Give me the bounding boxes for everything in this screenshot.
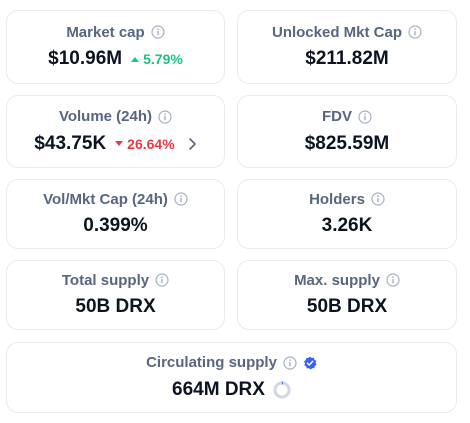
info-icon[interactable] — [386, 273, 400, 287]
vol-mkt-cap-card: Vol/Mkt Cap (24h) 0.399% — [6, 179, 225, 249]
market-cap-change: 5.79% — [130, 51, 183, 67]
info-icon[interactable] — [151, 25, 165, 39]
circulating-supply-card: Circulating supply 664M DRX — [6, 342, 457, 413]
fdv-card: FDV $825.59M — [237, 95, 457, 168]
max-supply-value: 50B DRX — [306, 296, 388, 317]
circulating-supply-label: Circulating supply — [146, 354, 277, 371]
holders-value: 3.26K — [321, 215, 373, 236]
market-cap-card: Market cap $10.96M 5.79% — [6, 10, 225, 84]
info-icon[interactable] — [358, 109, 372, 124]
volume-value: $43.75K — [34, 132, 107, 154]
volume-change: 26.64% — [114, 135, 175, 152]
chevron-right-icon[interactable] — [187, 137, 197, 151]
info-icon[interactable] — [158, 109, 172, 124]
unlocked-mkt-cap-value: $211.82M — [305, 48, 389, 69]
holders-card: Holders 3.26K — [237, 179, 457, 249]
vol-mkt-cap-value: 0.399% — [83, 215, 148, 236]
caret-up-icon — [131, 57, 140, 62]
info-icon[interactable] — [408, 25, 422, 39]
market-cap-value: $10.96M — [48, 48, 123, 69]
max-supply-label: Max. supply — [294, 271, 380, 289]
volume-label: Volume (24h) — [58, 108, 153, 125]
volume-change-value: 26.64% — [127, 135, 175, 152]
total-supply-label: Total supply — [61, 271, 150, 289]
info-icon[interactable] — [283, 355, 297, 370]
info-icon[interactable] — [174, 192, 188, 206]
progress-ring-icon — [273, 381, 291, 398]
info-icon[interactable] — [155, 273, 169, 287]
holders-label: Holders — [309, 190, 365, 208]
fdv-value: $825.59M — [304, 132, 390, 154]
unlocked-mkt-cap-label: Unlocked Mkt Cap — [271, 23, 403, 41]
volume-card[interactable]: Volume (24h) $43.75K 26.64% — [6, 95, 225, 168]
total-supply-card: Total supply 50B DRX — [6, 260, 225, 330]
fdv-label: FDV — [322, 108, 352, 125]
info-icon[interactable] — [371, 192, 385, 206]
market-cap-label: Market cap — [66, 23, 145, 41]
market-cap-change-value: 5.79% — [143, 51, 183, 67]
vol-mkt-cap-label: Vol/Mkt Cap (24h) — [43, 190, 168, 208]
max-supply-card: Max. supply 50B DRX — [237, 260, 457, 330]
verified-check-icon[interactable] — [303, 356, 317, 370]
caret-down-icon — [115, 140, 124, 146]
circulating-supply-value: 664M DRX — [172, 378, 265, 400]
total-supply-value: 50B DRX — [75, 296, 156, 317]
unlocked-mkt-cap-card: Unlocked Mkt Cap $211.82M — [237, 10, 457, 84]
